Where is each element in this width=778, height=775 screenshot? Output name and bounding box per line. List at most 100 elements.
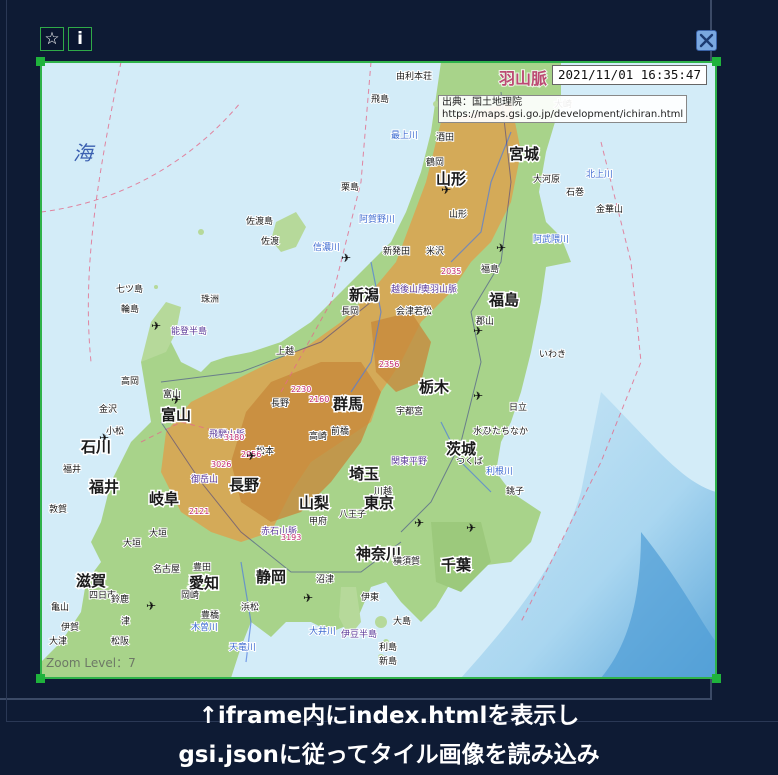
resize-handle-top-left[interactable] — [36, 57, 45, 66]
mountain-range-label: 羽山脈 — [499, 69, 547, 88]
sea-label: 海 — [73, 141, 96, 165]
feature-label: 能登半島 — [171, 325, 207, 337]
caption-line-2: gsi.jsonに従ってタイル画像を読み込み — [178, 742, 600, 768]
resize-handle-bottom-left[interactable] — [36, 674, 45, 683]
peak-label: 2230 — [291, 385, 311, 394]
feature-label: 赤石山脈 — [261, 525, 297, 537]
feature-label: 御岳山 — [191, 473, 218, 485]
land-sado — [271, 212, 306, 252]
river-label: 北上川 — [586, 169, 613, 180]
river-label: 天竜川 — [229, 641, 256, 653]
river-label: 利根川 — [486, 465, 513, 477]
river-label: 阿賀野川 — [359, 213, 395, 225]
map-view[interactable]: 海 山形 宮城 新潟 福島 富山 群馬 栃木 石川 長野 茨城 福井 埼玉 岐阜… — [41, 62, 716, 678]
city-label: 上越 — [276, 345, 294, 357]
airport-icon: ✈ — [171, 393, 181, 407]
city-label: 大垣 — [123, 537, 141, 549]
peak-label: 3193 — [281, 533, 301, 542]
city-label: 珠洲 — [201, 293, 219, 305]
city-label: 亀山 — [51, 601, 69, 613]
airport-icon: ✈ — [414, 516, 424, 530]
peak-label: 3026 — [211, 460, 231, 469]
attribution-url[interactable]: https://maps.gsi.go.jp/development/ichir… — [442, 109, 684, 120]
peak-label: 2035 — [441, 267, 461, 276]
star-icon[interactable]: ☆ — [40, 27, 64, 51]
city-label: 豊田 — [193, 561, 211, 573]
river-label: 阿武隈川 — [533, 233, 569, 245]
close-button[interactable] — [696, 30, 717, 51]
pref-label: 茨城 — [446, 440, 476, 458]
city-label: 山形 — [449, 208, 467, 220]
map-attribution[interactable]: 出典：国土地理院 https://maps.gsi.go.jp/developm… — [438, 95, 688, 123]
city-label: 津 — [121, 616, 130, 627]
city-label: 石巻 — [566, 186, 584, 198]
pref-label: 千葉 — [441, 556, 472, 574]
peak-label: 2121 — [189, 507, 209, 516]
city-label: 岡崎 — [181, 589, 199, 601]
feature-label: 奥羽山脈 — [421, 283, 457, 295]
city-label: 川越 — [374, 485, 392, 497]
city-label: 沼津 — [316, 574, 334, 585]
city-label: 小松 — [106, 425, 124, 437]
info-icon[interactable]: i — [68, 27, 92, 51]
airport-icon: ✈ — [146, 599, 156, 613]
caption-line-1: ↑iframe内にindex.htmlを表示し — [198, 703, 580, 729]
feature-label: 越後山脈 — [391, 283, 427, 295]
city-label: 栗島 — [341, 181, 359, 193]
airport-icon: ✈ — [473, 389, 483, 403]
pref-label: 宮城 — [509, 145, 539, 163]
city-label: つくば — [456, 456, 483, 467]
map-timestamp: 2021/11/01 16:35:47 — [552, 65, 707, 85]
city-label: いわき — [539, 349, 566, 360]
pref-label: 富山 — [161, 406, 191, 424]
river-label: 木曽川 — [191, 621, 218, 633]
city-label: 輪島 — [121, 303, 139, 315]
airport-icon: ✈ — [466, 521, 476, 535]
city-label: 大津 — [49, 635, 67, 647]
city-label: 浜松 — [241, 601, 259, 613]
city-label: 豊橋 — [201, 609, 219, 621]
airport-icon: ✈ — [496, 241, 506, 255]
city-label: 由利本荘 — [396, 70, 432, 82]
pref-label: 石川 — [80, 438, 111, 456]
pref-label: 東京 — [364, 494, 394, 512]
map-tiles[interactable]: 海 山形 宮城 新潟 福島 富山 群馬 栃木 石川 長野 茨城 福井 埼玉 岐阜… — [41, 62, 716, 678]
city-label: 福井 — [63, 463, 81, 475]
city-label: 米沢 — [426, 245, 444, 257]
city-label: 甲府 — [309, 515, 327, 527]
city-label: 酒田 — [436, 132, 454, 143]
feature-label: 伊豆半島 — [341, 628, 377, 640]
city-label: 新島 — [379, 655, 397, 667]
airport-icon: ✈ — [151, 319, 161, 333]
resize-handle-bottom-right[interactable] — [712, 674, 721, 683]
pref-label: 山梨 — [299, 494, 329, 512]
city-label: 利島 — [379, 641, 397, 653]
pref-label: 滋賀 — [76, 572, 106, 590]
city-label: 飛島 — [371, 93, 389, 105]
river-label: 最上川 — [391, 130, 418, 141]
pref-label: 長野 — [229, 476, 259, 494]
pref-label: 山形 — [436, 170, 466, 188]
airport-icon: ✈ — [441, 183, 451, 197]
feature-label: 飛騨山脈 — [209, 428, 245, 440]
pref-label: 静岡 — [256, 568, 286, 586]
attribution-source: 出典：国土地理院 — [442, 97, 522, 108]
airport-icon: ✈ — [341, 251, 351, 265]
city-label: 伊東 — [361, 591, 379, 603]
resize-handle-top-right[interactable] — [712, 57, 721, 66]
city-label: 横須賀 — [393, 555, 420, 567]
airport-icon: ✈ — [246, 449, 256, 463]
city-label: 鶴岡 — [426, 156, 444, 168]
airport-icons: ✈ ✈ ✈ ✈ ✈ ✈ ✈ ✈ ✈ ✈ ✈ ✈ ✈ — [99, 183, 506, 613]
city-label: 佐渡 — [261, 235, 279, 247]
city-label: 大島 — [393, 615, 411, 627]
pref-label: 栃木 — [419, 378, 450, 396]
city-label: 富山 — [163, 388, 181, 400]
pref-label: 岐阜 — [149, 490, 179, 508]
city-label: 郡山 — [476, 316, 494, 327]
city-label: 銚子 — [506, 485, 524, 497]
city-label: 敦賀 — [49, 503, 67, 515]
city-label: 前橋 — [331, 425, 349, 437]
river-label: 大井川 — [309, 625, 336, 637]
